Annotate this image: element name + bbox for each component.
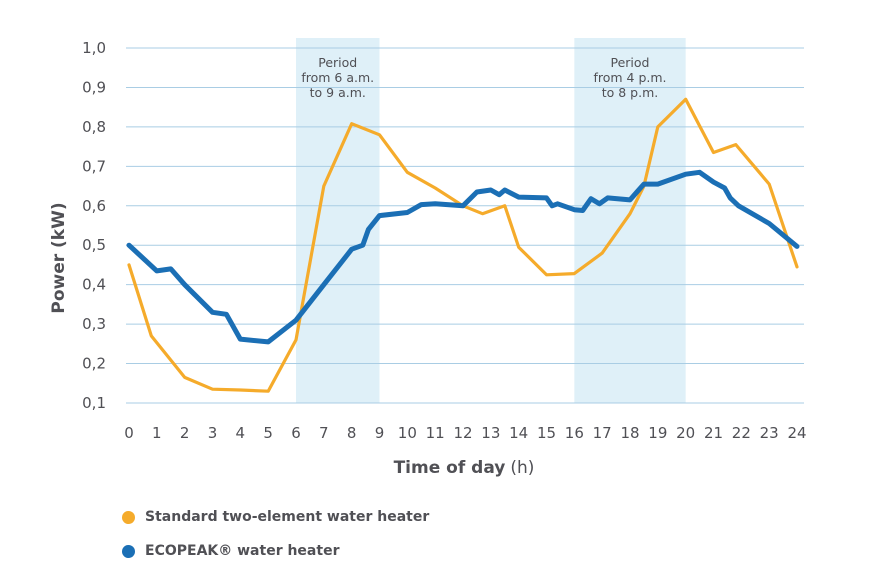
legend-item-ecopeak: ECOPEAK® water heater bbox=[122, 540, 429, 562]
x-tick-24: 24 bbox=[787, 424, 806, 442]
y-tick-0: 0,1 bbox=[82, 394, 106, 412]
x-tick-5: 5 bbox=[263, 424, 273, 442]
series-line-ecopeak bbox=[126, 169, 800, 345]
y-tick-1: 0,2 bbox=[82, 355, 106, 373]
band-1-label-line-1: from 4 p.m. bbox=[593, 70, 666, 85]
x-tick-8: 8 bbox=[347, 424, 357, 442]
x-tick-10: 10 bbox=[398, 424, 417, 442]
series-line-standard bbox=[127, 97, 799, 393]
legend-dot-standard bbox=[122, 510, 135, 524]
x-tick-1: 1 bbox=[152, 424, 162, 442]
y-tick-labels: 0,1 0,2 0,3 0,4 0,5 0,6 0,7 0,8 0,9 1,0 bbox=[82, 39, 106, 412]
x-axis-title: Time of day (h) bbox=[394, 458, 535, 478]
band-1-label-line-0: Period bbox=[611, 55, 650, 70]
x-tick-13: 13 bbox=[481, 424, 500, 442]
legend: Standard two-element water heater ECOPEA… bbox=[122, 506, 429, 574]
x-tick-labels: 0 1 2 3 4 5 6 7 8 9 10 11 12 13 14 15 16 17 18 19 20 21 22 23 24 bbox=[124, 424, 806, 442]
series-lines bbox=[126, 97, 800, 393]
y-tick-6: 0,7 bbox=[82, 157, 106, 175]
x-tick-3: 3 bbox=[208, 424, 218, 442]
gridlines bbox=[126, 47, 804, 404]
x-tick-0: 0 bbox=[124, 424, 134, 442]
band-0-label-line-1: from 6 a.m. bbox=[301, 70, 374, 85]
x-tick-18: 18 bbox=[620, 424, 639, 442]
x-tick-15: 15 bbox=[537, 424, 556, 442]
x-tick-16: 16 bbox=[565, 424, 584, 442]
y-tick-5: 0,6 bbox=[82, 197, 106, 215]
y-axis-title: Power (kW) bbox=[49, 202, 69, 313]
x-tick-6: 6 bbox=[291, 424, 301, 442]
highlight-bands bbox=[296, 38, 686, 403]
band-0-label-line-2: to 9 a.m. bbox=[310, 85, 366, 100]
x-tick-9: 9 bbox=[375, 424, 385, 442]
x-tick-23: 23 bbox=[760, 424, 779, 442]
y-tick-8: 0,9 bbox=[82, 78, 106, 96]
x-tick-11: 11 bbox=[426, 424, 445, 442]
x-tick-22: 22 bbox=[732, 424, 751, 442]
x-axis-title-unit: (h) bbox=[510, 458, 534, 478]
legend-dot-ecopeak bbox=[122, 544, 135, 558]
legend-item-standard: Standard two-element water heater bbox=[122, 506, 429, 528]
x-tick-17: 17 bbox=[593, 424, 612, 442]
band-1-label-line-2: to 8 p.m. bbox=[602, 85, 659, 100]
highlight-band-0 bbox=[296, 38, 380, 403]
x-tick-2: 2 bbox=[180, 424, 190, 442]
y-tick-2: 0,3 bbox=[82, 315, 106, 333]
legend-label-ecopeak: ECOPEAK® water heater bbox=[145, 543, 340, 559]
y-tick-7: 0,8 bbox=[82, 118, 106, 136]
y-tick-4: 0,5 bbox=[82, 236, 106, 254]
y-tick-9: 1,0 bbox=[82, 39, 106, 57]
x-tick-19: 19 bbox=[648, 424, 667, 442]
x-tick-20: 20 bbox=[676, 424, 695, 442]
x-tick-21: 21 bbox=[704, 424, 723, 442]
x-tick-4: 4 bbox=[236, 424, 246, 442]
x-tick-14: 14 bbox=[509, 424, 528, 442]
band-0-label-line-0: Period bbox=[318, 55, 357, 70]
y-tick-3: 0,4 bbox=[82, 276, 106, 294]
x-tick-12: 12 bbox=[453, 424, 472, 442]
legend-label-standard: Standard two-element water heater bbox=[145, 509, 430, 525]
x-axis-title-main: Time of day bbox=[394, 458, 506, 478]
x-tick-7: 7 bbox=[319, 424, 329, 442]
highlight-band-1 bbox=[574, 38, 686, 403]
